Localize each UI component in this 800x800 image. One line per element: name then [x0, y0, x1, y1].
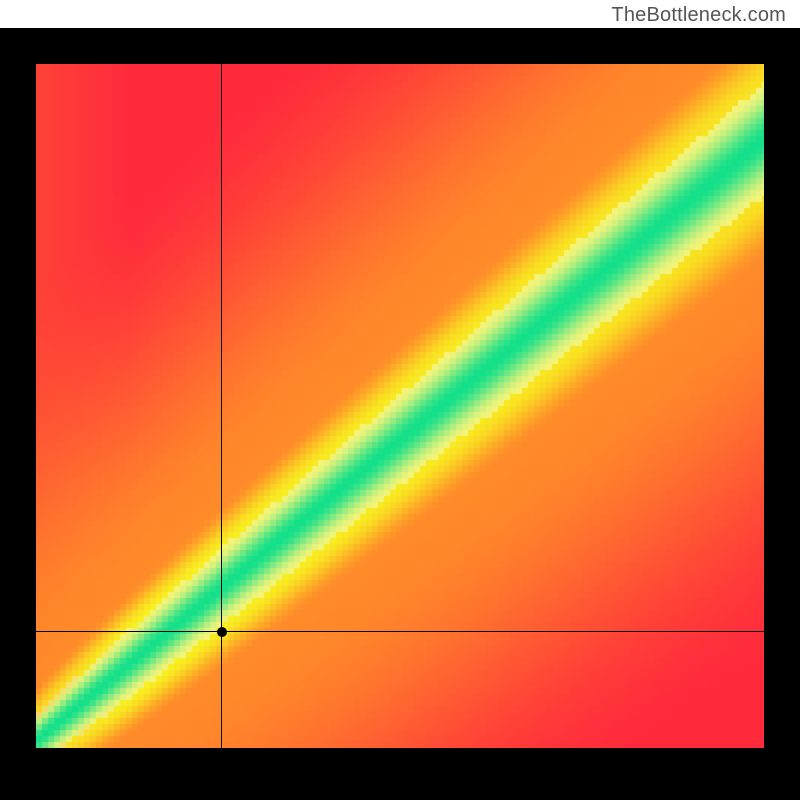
chart-outer-frame [0, 28, 800, 800]
watermark-label: TheBottleneck.com [611, 4, 786, 27]
crosshair-point [217, 627, 227, 637]
crosshair-horizontal [36, 631, 764, 632]
heatmap-plot [36, 64, 764, 748]
crosshair-vertical [221, 64, 222, 748]
heatmap-canvas [36, 64, 764, 748]
